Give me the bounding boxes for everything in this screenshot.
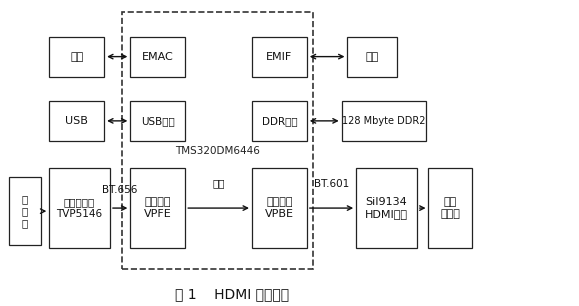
Bar (356, 168, 417, 248)
Text: 视频解码器
TVP5146: 视频解码器 TVP5146 (57, 197, 102, 219)
Bar (122, 12, 313, 269)
Bar (49, 168, 110, 248)
Bar (130, 168, 185, 248)
Bar (49, 37, 104, 76)
Text: 处理: 处理 (212, 179, 225, 188)
Text: 视频前端
VPFE: 视频前端 VPFE (144, 197, 171, 219)
Text: 高清
显示器: 高清 显示器 (440, 197, 460, 219)
Text: DDR接口: DDR接口 (262, 116, 297, 126)
Text: 网口: 网口 (70, 52, 83, 62)
Bar (9, 177, 41, 245)
Text: SiI9134
HDMI芯片: SiI9134 HDMI芯片 (365, 197, 408, 219)
Bar (252, 168, 307, 248)
Bar (252, 101, 307, 141)
Text: EMAC: EMAC (142, 52, 174, 62)
Bar (428, 168, 472, 248)
Text: BT.656: BT.656 (102, 185, 138, 195)
Text: USB: USB (65, 116, 88, 126)
Text: BT.601: BT.601 (314, 179, 349, 188)
Text: 视频后端
VPBE: 视频后端 VPBE (265, 197, 294, 219)
Bar (342, 101, 426, 141)
Bar (130, 101, 185, 141)
Bar (347, 37, 397, 76)
Text: EMIF: EMIF (266, 52, 292, 62)
Text: 硬盘: 硬盘 (365, 52, 379, 62)
Bar (49, 101, 104, 141)
Text: 图 1    HDMI 系统框图: 图 1 HDMI 系统框图 (174, 287, 289, 301)
Bar (130, 37, 185, 76)
Text: 128 Mbyte DDR2: 128 Mbyte DDR2 (342, 116, 426, 126)
Text: TMS320DM6446: TMS320DM6446 (175, 147, 259, 156)
Text: 摄
像
头: 摄 像 头 (21, 195, 28, 228)
Text: USB接口: USB接口 (141, 116, 175, 126)
Bar (252, 37, 307, 76)
